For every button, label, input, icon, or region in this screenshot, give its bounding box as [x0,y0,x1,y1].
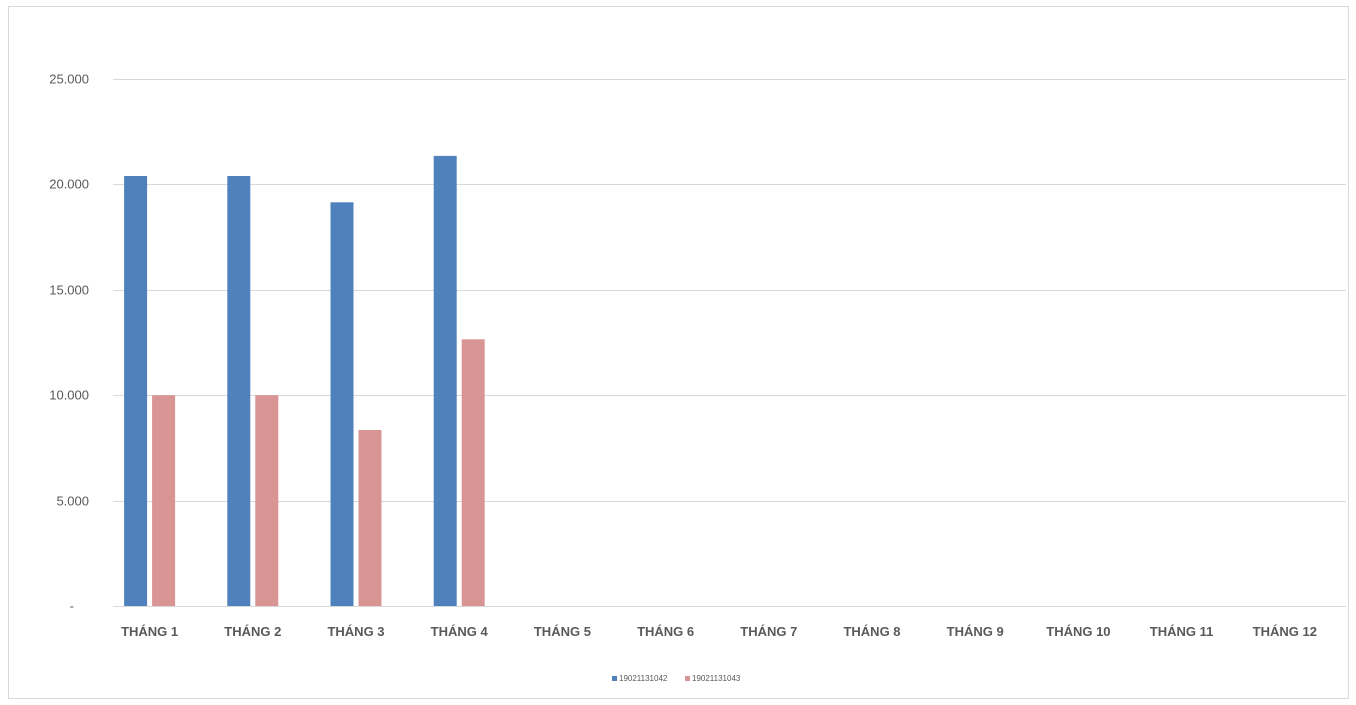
y-tick-label: 20.000 [49,177,89,192]
legend-label: 19021131042 [619,674,668,683]
x-tick-label: THÁNG 6 [637,624,694,639]
y-tick-label: 5.000 [56,494,89,509]
x-tick-label: THÁNG 10 [1046,624,1110,639]
x-tick-label: THÁNG 5 [534,624,591,639]
bar-19021131042-2 [227,176,251,606]
x-tick-label: THÁNG 3 [327,624,384,639]
x-axis-ticks: THÁNG 1 THÁNG 2 THÁNG 3 THÁNG 4 THÁNG 5 THÁNG… [121,624,1317,639]
x-tick-label: THÁNG 4 [431,624,489,639]
bar-19021131043-4 [461,339,485,606]
x-tick-label: THÁNG 1 [121,624,178,639]
legend-label: 19021131043 [692,674,741,683]
bar-19021131042-3 [330,202,354,607]
bar-19021131043-3 [358,430,382,606]
x-tick-label: THÁNG 7 [740,624,797,639]
gridlines [113,79,1346,607]
y-tick-label: - [70,599,74,614]
y-tick-label: 25.000 [49,72,89,87]
legend-swatch-19021131043 [685,676,690,681]
legend-swatch-19021131042 [612,676,617,681]
bar-19021131042-4 [433,155,457,606]
x-tick-label: THÁNG 2 [224,624,281,639]
y-tick-label: 15.000 [49,283,89,298]
bar-19021131042-1 [124,176,148,606]
legend: 19021131042 19021131043 [612,674,741,683]
bars [124,155,485,607]
bar-19021131043-2 [255,395,279,606]
x-tick-label: THÁNG 9 [947,624,1004,639]
y-tick-label: 10.000 [49,388,89,403]
x-tick-label: THÁNG 12 [1253,624,1317,639]
x-tick-label: THÁNG 11 [1150,624,1214,639]
bar-19021131043-1 [152,395,176,606]
y-axis-ticks: - 5.000 10.000 15.000 20.000 25.000 [49,72,89,614]
x-tick-label: THÁNG 8 [843,624,900,639]
